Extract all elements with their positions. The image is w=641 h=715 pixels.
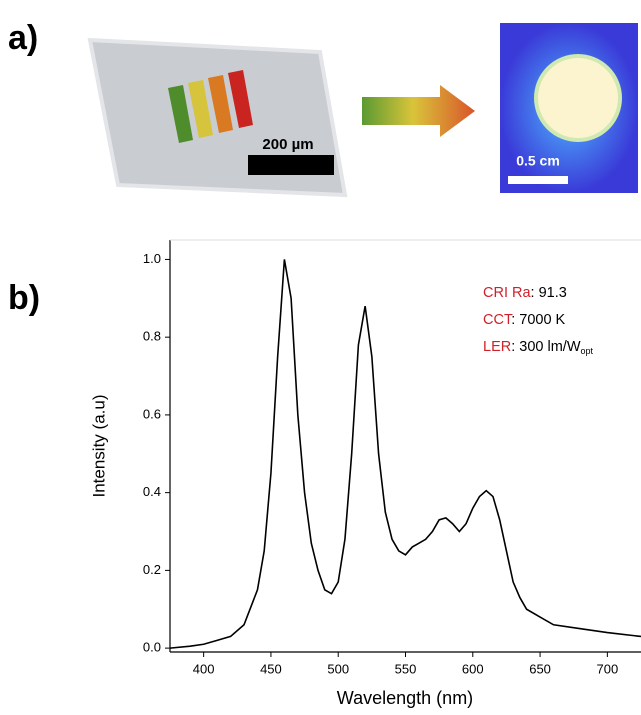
x-tick-label: 400	[193, 661, 215, 676]
annotation: CCT: 7000 K	[483, 312, 566, 328]
annotation: CRI Ra: 91.3	[483, 285, 567, 301]
annotation: LER: 300 lm/Wopt	[483, 339, 594, 357]
y-axis-label: Intensity (a.u)	[89, 395, 108, 498]
y-tick-label: 0.2	[143, 562, 161, 577]
y-tick-label: 0.8	[143, 329, 161, 344]
x-tick-label: 700	[597, 661, 619, 676]
y-tick-label: 1.0	[143, 251, 161, 266]
scale-bar	[508, 176, 568, 184]
x-tick-label: 600	[462, 661, 484, 676]
x-tick-label: 450	[260, 661, 282, 676]
x-axis-label: Wavelength (nm)	[337, 688, 473, 708]
y-tick-label: 0.6	[143, 406, 161, 421]
annotation-subscript: opt	[581, 346, 594, 356]
scale-bar	[248, 155, 334, 175]
emission-spot	[534, 54, 622, 142]
annotation-key: CCT	[483, 312, 513, 328]
scale-bar-label: 200 µm	[262, 136, 313, 153]
annotation-value: : 91.3	[531, 285, 567, 301]
annotation-value: : 7000 K	[511, 312, 565, 328]
spectrum-line	[169, 259, 641, 649]
scale-bar-label: 0.5 cm	[516, 153, 560, 169]
annotation-key: LER	[483, 339, 511, 355]
panel-label: a)	[8, 19, 38, 57]
annotation-key: CRI Ra	[483, 285, 531, 301]
x-tick-label: 500	[327, 661, 349, 676]
y-tick-label: 0.4	[143, 484, 161, 499]
panel-label: b)	[8, 279, 40, 317]
annotation-value: : 300 lm/W	[511, 339, 581, 355]
x-tick-label: 550	[395, 661, 417, 676]
plot-area: 0.0 0.2 0.4 0.6 0.8 1.0 400 450 500 550 600 650 700 C…	[143, 239, 641, 676]
y-tick-label: 0.0	[143, 640, 161, 655]
stripes	[168, 70, 253, 143]
x-tick-label: 650	[529, 661, 551, 676]
arrow	[362, 85, 475, 137]
